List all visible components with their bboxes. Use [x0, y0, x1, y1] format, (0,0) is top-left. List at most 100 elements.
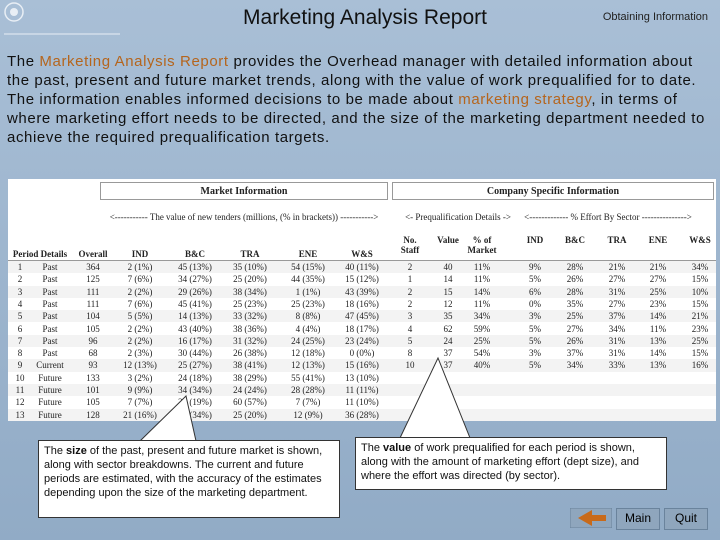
table-cell: 36 (28%) — [345, 409, 379, 420]
column-header: ENE — [298, 249, 318, 259]
table-cell: 5% — [529, 335, 541, 346]
table-cell: Past — [42, 262, 58, 272]
column-header: IND — [526, 235, 544, 245]
table-cell: 21 (16%) — [123, 409, 157, 420]
section-label: Obtaining Information — [602, 11, 708, 23]
effort-sub: <------------- % Effort By Sector ------… — [524, 212, 692, 222]
table-cell: 24 (25%) — [291, 335, 325, 346]
table-cell: 2 — [407, 298, 413, 309]
table-cell: 60 (57%) — [233, 397, 267, 408]
column-header: No. Staff — [400, 235, 420, 255]
table-cell: 7 (6%) — [127, 274, 153, 285]
table-cell: 8 — [407, 348, 413, 359]
table-cell: 11 (11%) — [345, 385, 379, 395]
header-rule — [8, 260, 716, 261]
table-cell: 25 (23%) — [233, 298, 267, 309]
back-button[interactable] — [570, 508, 612, 528]
table-cell: 34 (34%) — [178, 385, 212, 395]
column-header: B&C — [565, 235, 585, 245]
table-cell: 14% — [473, 286, 491, 297]
table-cell: 15% — [691, 298, 709, 309]
table-cell: 37 — [443, 348, 453, 359]
company-header: Company Specific Information — [392, 182, 714, 200]
table-cell: 1 — [407, 274, 413, 285]
column-header: Value — [437, 235, 459, 245]
table-cell: 3% — [529, 311, 541, 322]
table-cell: 2 (2%) — [127, 323, 153, 334]
column-header: TRA — [240, 249, 260, 259]
table-cell: 125 — [86, 274, 100, 285]
column-header: Period Details — [12, 249, 68, 259]
quit-button[interactable]: Quit — [664, 508, 708, 530]
table-cell: 31% — [608, 348, 626, 359]
table-cell: 40 — [443, 262, 453, 272]
table-cell: 23% — [691, 323, 709, 334]
table-cell: 27% — [608, 298, 626, 309]
table-cell: 2 — [407, 262, 413, 272]
table-cell: 40 (11%) — [345, 262, 379, 272]
table-cell: 11 — [15, 385, 25, 395]
data-table: Market Information Company Specific Info… — [8, 179, 716, 421]
table-cell: 28% — [566, 286, 584, 297]
text-run: The information enables informed decisio… — [7, 91, 459, 108]
column-header: TRA — [607, 235, 627, 245]
table-cell: 54 (15%) — [291, 262, 325, 272]
bold-text: size — [66, 445, 87, 457]
table-cell: 28% — [566, 262, 584, 272]
table-cell: 133 — [86, 372, 100, 383]
table-cell: 12 — [15, 397, 25, 408]
table-cell: 93 — [88, 360, 98, 371]
table-cell: 26 (38%) — [233, 348, 267, 359]
row-band — [8, 384, 716, 397]
table-cell: 7 (7%) — [127, 397, 153, 408]
table-cell: 29 (26%) — [178, 286, 212, 297]
table-cell: 3 (2%) — [127, 372, 153, 383]
table-cell: 40% — [473, 360, 491, 371]
table-cell: 8 (8%) — [295, 311, 321, 322]
table-cell: 18 (17%) — [345, 323, 379, 334]
table-cell: 37% — [566, 348, 584, 359]
table-cell: 55 (41%) — [291, 372, 325, 383]
table-cell: Future — [38, 372, 62, 383]
table-cell: 38 (36%) — [233, 323, 267, 334]
table-cell: 111 — [86, 286, 100, 297]
table-cell: 11 (10%) — [345, 397, 379, 408]
table-cell: Future — [38, 397, 62, 408]
paragraph: The information enables informed decisio… — [7, 90, 715, 147]
table-cell: 6 — [17, 323, 23, 334]
table-cell: 30 (44%) — [178, 348, 212, 359]
column-header: B&C — [185, 249, 205, 259]
text-run: of the past, present and future market i… — [44, 445, 323, 499]
table-cell: Future — [38, 409, 62, 420]
main-button[interactable]: Main — [616, 508, 660, 530]
table-cell: Future — [38, 385, 62, 395]
table-cell: 6% — [529, 286, 541, 297]
table-cell: 25 (27%) — [178, 360, 212, 371]
table-cell: 2 (3%) — [127, 348, 153, 359]
table-cell: 104 — [86, 311, 100, 322]
table-cell: 14% — [649, 348, 667, 359]
table-cell: 14% — [649, 311, 667, 322]
table-cell: 1 (1%) — [295, 286, 321, 297]
table-cell: 38 (41%) — [233, 360, 267, 371]
table-cell: 13 — [15, 409, 25, 420]
table-cell: 2 (2%) — [127, 335, 153, 346]
table-cell: 4 (4%) — [295, 323, 321, 334]
table-cell: 21% — [649, 262, 667, 272]
table-cell: Past — [42, 274, 58, 285]
table-cell: 2 — [17, 274, 23, 285]
table-cell: 14 (13%) — [178, 311, 212, 322]
table-cell: 9 (9%) — [127, 385, 153, 395]
table-cell: 23% — [649, 298, 667, 309]
table-cell: 15% — [691, 274, 709, 285]
text-run: The — [7, 53, 40, 70]
table-cell: 44 (34%) — [178, 409, 212, 420]
table-cell: 27% — [566, 323, 584, 334]
table-cell: 364 — [86, 262, 100, 272]
table-cell: 24 (24%) — [233, 385, 267, 395]
table-cell: 5% — [529, 360, 541, 371]
table-cell: 24 — [443, 335, 453, 346]
table-cell: 10% — [691, 286, 709, 297]
table-cell: 16% — [691, 360, 709, 371]
table-cell: 105 — [86, 323, 100, 334]
